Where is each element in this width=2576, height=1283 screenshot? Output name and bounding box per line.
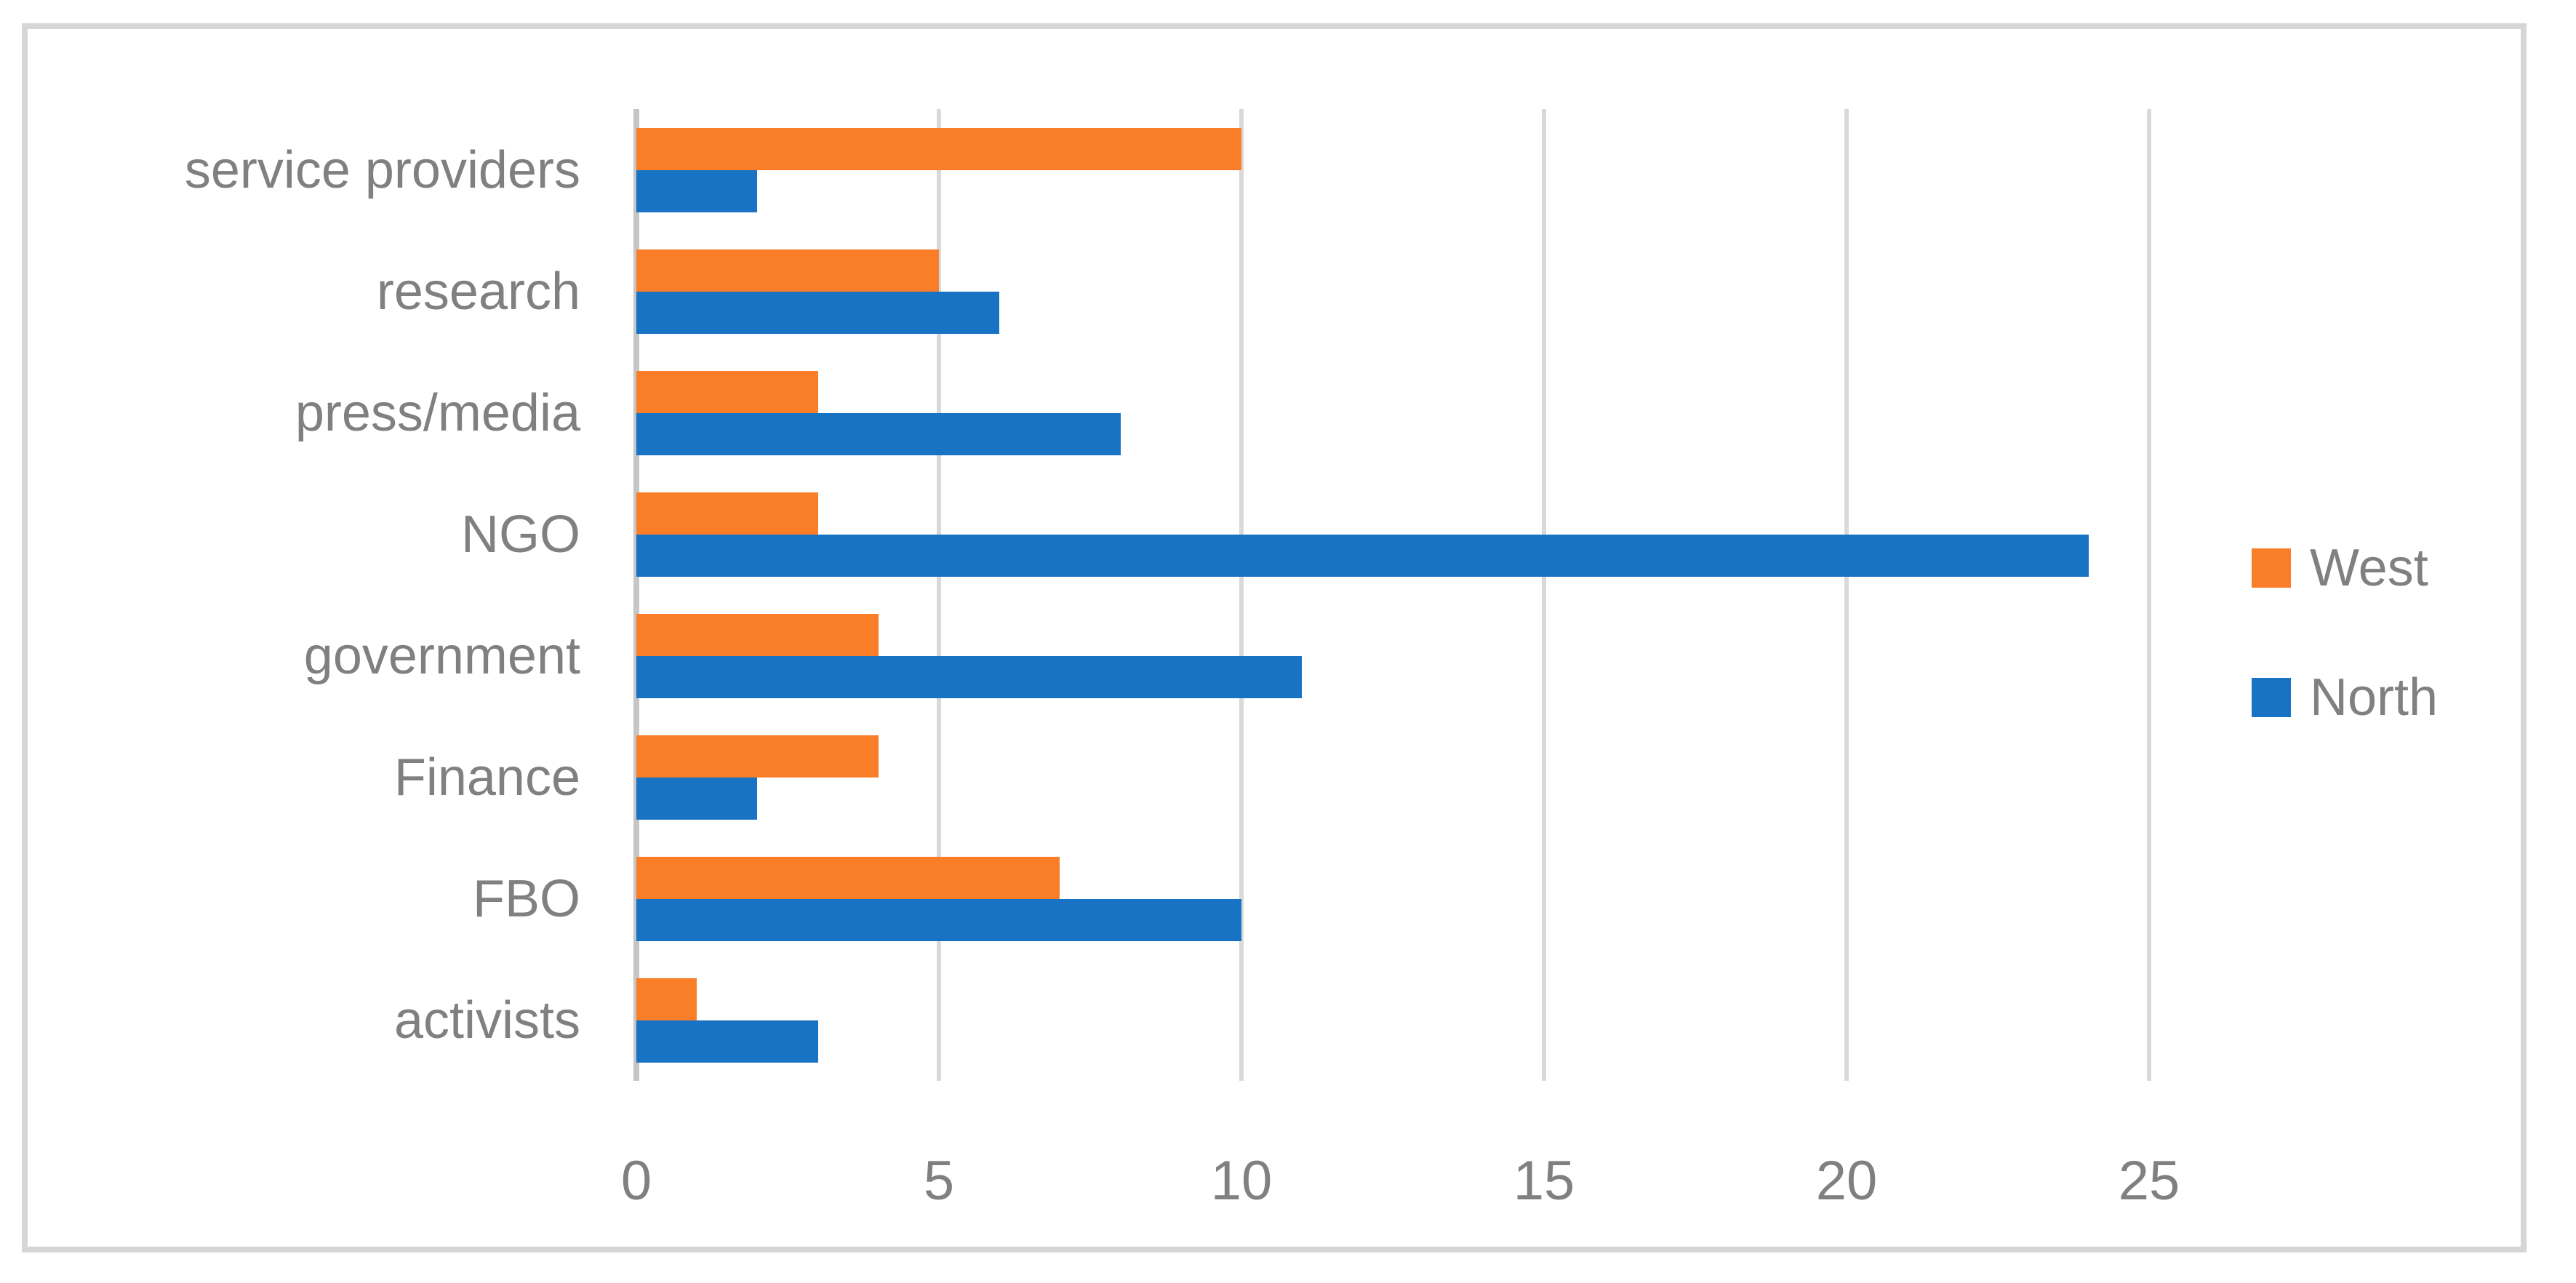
bar-north-activists [636,1020,818,1063]
legend-swatch-north [2252,678,2291,717]
chart-frame: service providers research press/media NGO g… [22,23,2527,1252]
legend-label-west: West [2310,539,2428,597]
legend-item-north: North [2252,668,2438,727]
bar-north-service-providers [636,169,758,212]
category-label-fbo: FBO [472,869,580,928]
bar-rows [636,109,2149,1081]
x-tick-label-10: 10 [1210,1150,1273,1212]
plot-area [633,109,2151,1081]
bar-row-activists [636,959,2149,1081]
bar-north-press-media [636,412,1121,455]
bar-row-service-providers [636,109,2149,231]
x-tick-label-15: 15 [1513,1150,1575,1212]
gridline-15 [1542,109,1546,1081]
gridline-25 [2147,109,2151,1081]
x-tick-label-20: 20 [1815,1150,1878,1212]
gridline-20 [1844,109,1849,1081]
x-tick-label-25: 25 [2118,1150,2180,1212]
bar-row-ngo [636,473,2149,595]
bar-west-service-providers [636,127,1241,170]
bar-north-fbo [636,898,1241,941]
gridline-10 [1239,109,1244,1081]
category-label-research: research [376,262,580,321]
category-axis: service providers research press/media NGO g… [35,109,609,1081]
x-axis-tick-labels: 0 5 10 15 20 25 [621,1149,2180,1244]
bar-row-fbo [636,838,2149,959]
axis-zero-line [633,109,639,1081]
category-label-service-providers: service providers [184,140,580,199]
bar-west-finance [636,735,879,778]
bar-west-activists [636,978,697,1020]
bar-north-government [636,655,1303,698]
gridline-5 [937,109,941,1081]
x-tick-label-5: 5 [923,1150,955,1212]
bar-west-press-media [636,370,818,413]
legend-swatch-west [2252,548,2291,588]
legend: West North [2252,538,2438,727]
category-label-ngo: NGO [460,505,580,564]
bar-west-government [636,613,879,656]
bar-west-fbo [636,856,1060,899]
legend-item-west: West [2252,538,2438,598]
bar-row-government [636,595,2149,716]
bar-west-research [636,249,939,292]
category-label-activists: activists [393,991,580,1050]
bar-north-ngo [636,534,2089,577]
bar-north-finance [636,777,758,820]
bar-row-finance [636,716,2149,838]
category-label-government: government [303,626,580,685]
bar-north-research [636,291,1000,334]
bar-row-research [636,231,2149,352]
bar-row-press-media [636,352,2149,473]
x-tick-label-0: 0 [620,1150,652,1212]
bar-west-ngo [636,492,818,535]
category-label-finance: Finance [393,748,580,807]
category-label-press-media: press/media [295,383,580,442]
legend-label-north: North [2310,668,2439,727]
